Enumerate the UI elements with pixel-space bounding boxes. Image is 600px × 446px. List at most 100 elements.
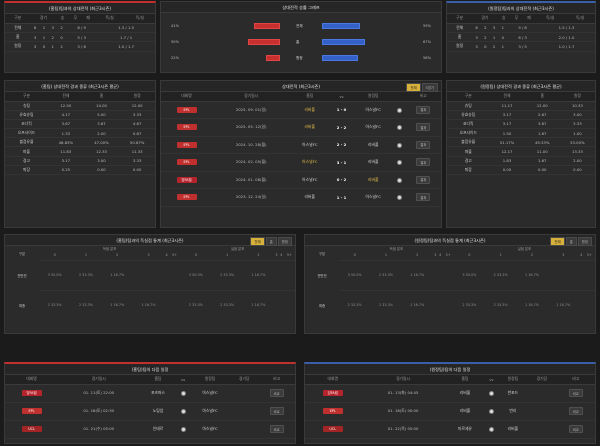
table-cell: 2.67	[524, 110, 560, 120]
table-row: 코너킥 3.67 3.67 4.67	[5, 119, 155, 130]
table-row: 경고 3.17 3.00 3.33	[5, 156, 155, 166]
note-cell: 비교	[258, 384, 295, 403]
table-cell: 0.00	[559, 165, 595, 176]
result-button[interactable]: 결과	[416, 105, 431, 114]
column-header: 비고	[258, 375, 295, 385]
tab-all[interactable]: 전체	[406, 83, 421, 92]
vs-cell	[176, 402, 190, 421]
match-date: 2025. 05. 12(일)	[212, 118, 291, 137]
table-cell: 2	[489, 41, 499, 52]
goal-count-header: 4	[580, 253, 583, 258]
note-cell: 결과	[405, 171, 441, 189]
goal-count-header: 2	[116, 253, 119, 258]
match-row: EPL 2024. 02. 05(월) 아스널FC 3 - 1 리버풀 결과	[161, 153, 441, 172]
tab-home[interactable]: 홈	[565, 237, 577, 246]
compare-button[interactable]: 비교	[568, 407, 583, 415]
tab-away[interactable]: 원정	[277, 237, 292, 246]
compare-button[interactable]: 비교	[269, 389, 284, 397]
rate-category-label: 원정	[296, 55, 303, 60]
result-button[interactable]: 결과	[416, 158, 431, 167]
result-button[interactable]: 결과	[416, 175, 431, 184]
table-cell: 3	[30, 41, 40, 52]
home-next-table: 대회명 경기일시 홈팀 vs 원정팀 경기당 비고 잉FA컵 01. 11(토) 22:00 포…	[5, 375, 295, 439]
tab-five-games[interactable]: 5경기	[421, 83, 438, 92]
away-next-table: 대회명 경기일시 홈팀 vs 원정팀 경기당 비고 잉FA컵 01. 13(화) 04:45 리…	[305, 375, 595, 439]
column-header: 득/실	[535, 14, 566, 24]
tab-all[interactable]: 전체	[250, 237, 265, 246]
note-cell: 비교	[556, 384, 595, 403]
result-button[interactable]: 결과	[416, 193, 431, 202]
away-team: 아스널FC	[189, 420, 231, 439]
ball-icon	[488, 426, 494, 432]
compare-button[interactable]: 비교	[568, 425, 583, 433]
ball-icon	[396, 125, 402, 130]
odds-cell	[230, 420, 259, 439]
tab-home[interactable]: 홈	[265, 237, 277, 246]
table-cell: 46.83%	[48, 137, 84, 148]
group-label: 득점 분포	[389, 247, 404, 251]
dist-cell	[432, 289, 438, 320]
row-label: 오프사이드	[447, 128, 490, 139]
table-cell: 2.00	[559, 156, 595, 166]
home-rate-bar	[248, 39, 280, 45]
league-cell: EPL	[5, 402, 59, 421]
home-stats-panel: (홈팀) 상대전적 경과 종류 (최근3시즌 평균) 구분 전체 홈 원정 슈팅 12.…	[4, 80, 156, 228]
dist-cell	[283, 259, 295, 290]
table-row: 원정 3 0 1 2 3 / 6 1.0 / 1.7	[5, 41, 155, 52]
dist-cell	[578, 289, 584, 320]
column-header: 구분	[5, 14, 31, 24]
ball-cell	[392, 118, 406, 137]
column-header: 경기일시	[212, 92, 291, 102]
result-button[interactable]: 결과	[416, 123, 431, 132]
league-cell: EPL	[161, 101, 213, 119]
table-row: 슈팅 11.17 12.00 10.33	[447, 101, 595, 111]
dist-cell	[132, 259, 165, 290]
dist-cell: 1 16.7%	[101, 259, 133, 290]
dist-cell: 1 16.7%	[401, 259, 433, 290]
away-record-title: (원정팀)팀과의 상대전적 (최근3시즌)	[447, 3, 595, 14]
dist-cell	[437, 289, 443, 320]
note-cell: 비교	[258, 420, 295, 439]
dist-cell	[432, 259, 438, 290]
column-header: 비고	[556, 375, 595, 385]
league-cell: 잉FA컵	[161, 171, 213, 189]
table-cell: 1.5 / 1.3	[537, 23, 595, 34]
home-dist-tabs: 전체 홈 원정	[250, 237, 292, 246]
league-cell: 잉FA컵	[5, 384, 59, 403]
home-rate-label: 41%	[171, 23, 179, 28]
dist-cell	[283, 289, 295, 320]
dist-cell: 2 33.3%	[485, 289, 517, 320]
league-badge: EPL	[176, 124, 197, 131]
table-cell: 13.33	[559, 146, 595, 157]
table-cell: 3	[30, 32, 40, 43]
away-dist-tabs: 전체 홈 원정	[550, 237, 592, 246]
tab-away[interactable]: 원정	[577, 237, 592, 246]
form-graph-title: 상대전적 승률 그래프	[161, 2, 441, 13]
table-row: 전체 6 1 3 2 8 / 9 1.3 / 1.5	[5, 23, 155, 34]
table-cell: 1.83	[489, 156, 525, 166]
compare-button[interactable]: 비교	[269, 425, 284, 433]
away-dist-title: (원정팀)팀과의 득실점 통계 (최근3시즌)	[305, 235, 595, 246]
compare-button[interactable]: 비교	[568, 389, 583, 397]
odds-cell	[527, 384, 557, 403]
column-header: 전체	[489, 92, 525, 102]
rate-category-label: 홈	[296, 39, 300, 44]
result-button[interactable]: 결과	[416, 140, 431, 149]
table-cell: 5.00	[83, 110, 120, 120]
match-date: 01. 22(목) 05:00	[360, 420, 446, 439]
match-date: 01. 11(토) 22:00	[58, 384, 140, 403]
row-label: 홈	[447, 32, 473, 43]
table-cell: 1.0 / 1.7	[97, 41, 155, 52]
home-team: 리버풀	[445, 384, 485, 403]
table-cell: 11.17	[489, 101, 525, 111]
compare-button[interactable]: 비교	[269, 407, 284, 415]
league-cell: EPL	[161, 188, 213, 207]
recent-matches-tabs: 전체 5경기	[406, 83, 438, 92]
table-cell: 51.17%	[489, 137, 525, 148]
ball-icon	[488, 408, 494, 414]
tab-all[interactable]: 전체	[550, 237, 565, 246]
away-record-panel: (원정팀)팀과의 상대전적 (최근3시즌) 구분 경기 승 무 패 득/실 득/실 전체 6 2…	[446, 1, 596, 73]
column-header: 비고	[405, 92, 441, 102]
